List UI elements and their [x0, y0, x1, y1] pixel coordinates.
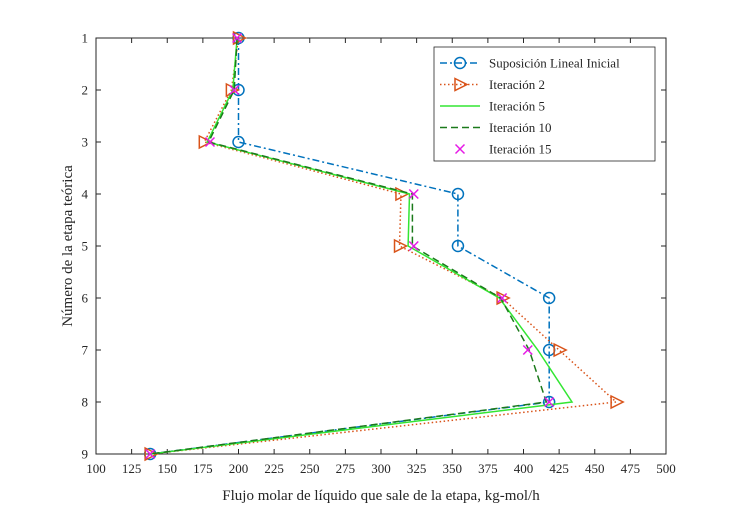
y-tick-label: 2: [82, 83, 89, 98]
legend-label: Iteración 15: [489, 142, 551, 157]
x-tick-label: 425: [549, 461, 569, 476]
y-tick-label: 4: [82, 187, 89, 202]
legend-box: [433, 46, 656, 162]
series-line: [150, 38, 550, 455]
data-point: [198, 134, 213, 150]
data-point: [542, 395, 556, 409]
x-tick-label: 400: [514, 461, 534, 476]
data-point: [522, 344, 533, 356]
data-point: [610, 394, 625, 410]
data-point: [145, 448, 156, 460]
series-5: [145, 32, 555, 460]
legend-item: Iteración 15: [454, 142, 551, 157]
data-point: [204, 136, 216, 148]
x-axis: 100 125 150 175 200 225 250 275 300 325 350 375 400 4…: [86, 38, 676, 476]
x-tick-label: 250: [300, 461, 320, 476]
x-tick-label: 500: [656, 461, 676, 476]
data-point: [393, 238, 409, 254]
x-tick-label: 325: [407, 461, 427, 476]
x-tick-label: 300: [371, 461, 391, 476]
y-tick-label: 7: [82, 343, 89, 358]
series-4: [150, 37, 548, 455]
legend-label: Iteración 5: [489, 99, 545, 114]
x-tick-label: 200: [229, 461, 249, 476]
data-point: [232, 135, 245, 149]
y-axis-label: Número de la etapa teórica: [60, 165, 76, 327]
x-tick-label: 350: [443, 461, 463, 476]
legend-label: Iteración 10: [489, 120, 551, 135]
series-3: [150, 37, 574, 455]
y-tick-label: 6: [82, 291, 89, 306]
legend-item: Iteración 10: [440, 120, 551, 135]
x-tick-label: 225: [264, 461, 284, 476]
data-point: [553, 342, 568, 358]
series-2: [144, 30, 625, 462]
data-point: [408, 240, 419, 252]
x-axis-label: Flujo molar de líquido que sale de la et…: [222, 488, 540, 504]
legend-marker: [454, 77, 469, 92]
legend: Suposición Lineal Inicial Iteración 2 Iter…: [433, 46, 656, 162]
data-point: [544, 396, 555, 408]
y-tick-label: 8: [82, 395, 89, 410]
y-tick-label: 9: [82, 447, 89, 462]
data-point: [451, 187, 465, 201]
data-point: [232, 32, 243, 44]
x-tick-label: 375: [478, 461, 498, 476]
legend-marker: [453, 56, 467, 70]
series-line: [150, 37, 548, 455]
legend-label: Iteración 2: [489, 77, 545, 92]
x-tick-label: 275: [336, 461, 356, 476]
legend-item: Suposición Lineal Inicial: [440, 56, 620, 71]
data-point: [144, 446, 159, 462]
series-layer: [143, 30, 625, 462]
series-line: [150, 37, 618, 455]
y-tick-label: 5: [82, 239, 89, 254]
x-tick-label: 450: [585, 461, 605, 476]
data-point: [542, 291, 556, 305]
x-tick-label: 475: [621, 461, 641, 476]
x-tick-label: 150: [158, 461, 178, 476]
series-line: [150, 37, 574, 455]
legend-item: Iteración 2: [440, 77, 545, 92]
x-tick-label: 100: [86, 461, 106, 476]
x-tick-label: 125: [122, 461, 142, 476]
legend-label: Suposición Lineal Inicial: [489, 56, 620, 71]
y-axis: 1 2 3 4 5 6 7 8 9: [82, 31, 666, 462]
y-tick-label: 3: [82, 135, 89, 150]
data-point: [497, 292, 508, 304]
data-point: [229, 84, 240, 96]
data-point: [408, 188, 419, 200]
x-tick-label: 175: [193, 461, 213, 476]
y-tick-label: 1: [82, 31, 89, 46]
legend-marker: [454, 143, 466, 155]
data-point: [451, 239, 465, 253]
legend-item: Iteración 5: [440, 99, 545, 114]
